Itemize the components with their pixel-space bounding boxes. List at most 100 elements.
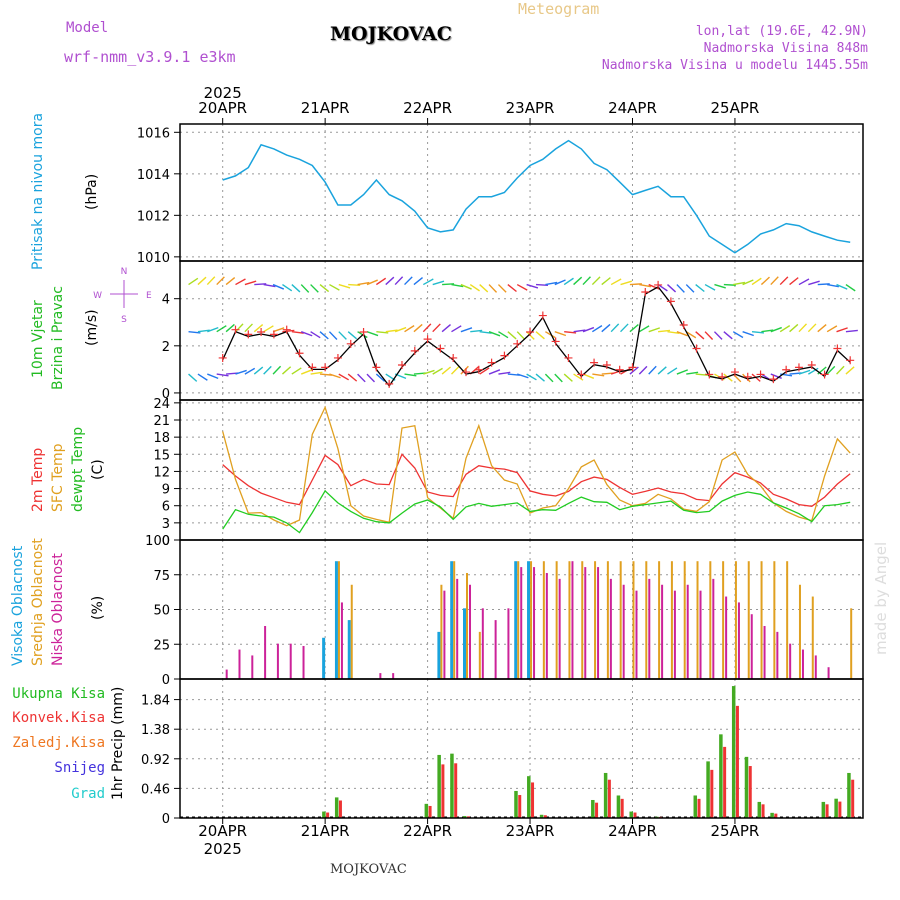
- wind-arrow: [751, 330, 764, 334]
- wind-gust-marker: [359, 328, 368, 337]
- cloud-low-bar: [289, 643, 292, 679]
- wind-arrow: [544, 373, 554, 383]
- cloud-mid-bar: [517, 561, 520, 679]
- wind-arrow: [798, 369, 811, 375]
- cloud-mid-bar: [645, 561, 648, 679]
- date-label-top: 23APR: [506, 99, 555, 117]
- precip-conv-bar: [735, 705, 739, 818]
- temp-tick-label: 18: [153, 431, 170, 446]
- pressure-line: [222, 139, 851, 254]
- wind-arrow: [657, 366, 667, 375]
- wind-arrow: [517, 373, 529, 379]
- precip-conv-bar: [710, 769, 714, 818]
- precip-total-bar: [706, 761, 710, 818]
- precip-total-bar: [424, 803, 429, 818]
- wind-arrow: [188, 330, 201, 334]
- cloud-low-bar: [225, 669, 228, 679]
- footer-station: MOJKOVAC: [330, 862, 407, 877]
- wind-gust-marker: [654, 280, 663, 289]
- legend-hail: Grad: [71, 786, 105, 802]
- wind-arrow: [826, 365, 836, 375]
- precip-tick-label: 0.92: [141, 753, 170, 768]
- wind-gust-marker: [679, 320, 688, 329]
- wind-arrow: [375, 277, 387, 286]
- wind-arrow: [441, 366, 452, 375]
- wind-arrow: [686, 371, 699, 375]
- cloud-mid-bar: [811, 596, 814, 679]
- wind-arrow: [516, 331, 526, 340]
- wind-arrow: [310, 371, 323, 375]
- date-label-top: 24APR: [608, 99, 657, 117]
- wind-arrow: [601, 323, 611, 333]
- date-label-top: 25APR: [711, 99, 760, 117]
- wind-gust-marker: [615, 365, 624, 374]
- wind-arrow: [216, 276, 225, 286]
- precip-total-bar: [719, 734, 723, 818]
- wind-arrow: [442, 283, 455, 286]
- wind-arrow: [385, 276, 395, 286]
- wind-arrow: [685, 331, 697, 339]
- precip-conv-bar: [774, 813, 778, 818]
- wind-arrow: [789, 323, 799, 333]
- cloud-mid-bar: [555, 561, 558, 679]
- wind-gust-marker: [807, 361, 816, 370]
- date-label-bottom: 24APR: [608, 822, 657, 840]
- precip-conv-bar: [761, 804, 765, 818]
- wind-arrow: [526, 283, 539, 289]
- temp-tick-label: 3: [162, 517, 170, 532]
- wind-arrow: [591, 276, 601, 286]
- wind-arrow: [234, 323, 244, 333]
- pressure-title: Pritisak na nivou mora: [30, 112, 46, 270]
- wind-arrow: [676, 284, 685, 293]
- wind-arrow: [244, 323, 253, 333]
- wind-arrow: [479, 284, 489, 293]
- wind-arrow: [253, 366, 264, 375]
- wind-gust-marker: [474, 365, 483, 374]
- cloud-low-bar: [379, 673, 382, 679]
- wind-gust-marker: [526, 328, 535, 337]
- cloud-mid-bar: [594, 561, 597, 679]
- wind-arrow: [676, 331, 689, 337]
- wind-arrow: [591, 325, 603, 333]
- wind-gust-marker: [538, 311, 547, 320]
- wind-arrow: [516, 283, 528, 291]
- cloud-low-bar: [609, 578, 612, 679]
- wind-arrow: [732, 331, 744, 339]
- wind-arrow: [845, 366, 855, 375]
- wind-arrow: [272, 283, 285, 290]
- cloud-tick-label: 75: [153, 569, 170, 584]
- precip-conv-bar: [748, 766, 752, 818]
- wind-arrow: [808, 367, 819, 375]
- wind-gust-marker: [410, 346, 419, 355]
- compass-south: S: [121, 315, 127, 325]
- wind-arrow: [263, 365, 272, 375]
- precip-tick-label: 0.46: [141, 782, 170, 797]
- compass-west: W: [93, 291, 102, 301]
- cloud-mid-bar: [478, 631, 481, 679]
- precip-total-bar: [770, 812, 774, 818]
- wind-arrow: [629, 366, 639, 375]
- wind-arrow: [704, 283, 716, 291]
- wind-arrow: [497, 284, 507, 293]
- wind-arrow: [733, 281, 746, 286]
- precip-conv-bar: [454, 763, 458, 818]
- wind-arrow: [451, 325, 462, 333]
- wind-gust-marker: [743, 372, 752, 381]
- wind-arrow: [254, 283, 267, 286]
- wind-arrow: [188, 277, 199, 286]
- wind-gust-marker: [794, 363, 803, 372]
- cloud-mid-bar: [530, 561, 533, 679]
- wind-arrow: [281, 366, 292, 375]
- wind-arrow: [197, 329, 210, 333]
- cloud-mid-bar: [619, 561, 622, 679]
- cloud-high-bar: [514, 561, 518, 679]
- wind-arrow: [667, 367, 678, 375]
- wind-arrow: [272, 365, 282, 375]
- precip-conv-bar: [467, 816, 471, 818]
- wind-arrow: [723, 331, 733, 340]
- wind-arrow: [845, 283, 856, 292]
- cloud-low-bar: [725, 596, 728, 679]
- cloud-high-bar: [527, 561, 531, 679]
- wind-arrow: [770, 373, 782, 379]
- wind-subtitle: Brzina i Pravac: [50, 286, 66, 390]
